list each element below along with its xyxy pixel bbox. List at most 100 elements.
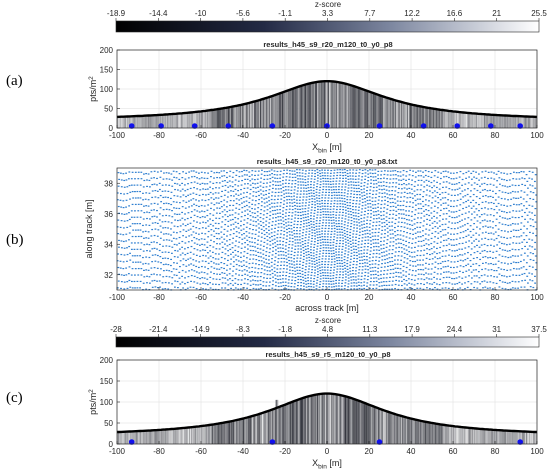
scatter-point xyxy=(310,288,313,291)
scatter-point xyxy=(419,236,422,238)
scatter-point xyxy=(481,189,484,191)
scatter-point xyxy=(506,269,509,271)
scatter-point xyxy=(361,262,364,265)
scatter-point xyxy=(327,197,330,199)
scatter-point xyxy=(349,199,352,201)
scatter-point xyxy=(458,270,461,272)
scatter-point xyxy=(271,210,274,212)
scatter-point xyxy=(410,188,413,190)
scatter-point xyxy=(271,272,274,275)
scatter-point xyxy=(271,258,273,260)
scatter-point xyxy=(266,266,269,268)
scatter-point xyxy=(240,188,242,191)
scatter-point xyxy=(266,273,269,276)
scatter-point xyxy=(179,265,181,268)
histogram-bar xyxy=(527,116,528,128)
chart-b: results_h45_s9_r20_m120_t0_y0_p8.txt -10… xyxy=(84,157,544,313)
scatter-point xyxy=(203,244,206,246)
scatter-point xyxy=(456,249,458,251)
scatter-point xyxy=(439,177,442,180)
histogram-bar xyxy=(218,108,220,128)
histogram-bar xyxy=(422,106,423,128)
histogram-bar xyxy=(362,89,363,128)
scatter-point xyxy=(357,178,360,180)
scatter-point xyxy=(130,178,133,180)
scatter-point xyxy=(336,237,339,239)
scatter-point xyxy=(473,275,476,277)
scatter-point xyxy=(337,220,340,222)
scatter-point xyxy=(248,232,251,234)
scatter-point xyxy=(500,172,503,174)
scatter-point xyxy=(481,250,484,252)
scatter-point xyxy=(154,228,157,230)
scatter-point xyxy=(489,220,491,222)
scatter-point xyxy=(315,188,318,191)
histogram-bar xyxy=(388,98,390,128)
scatter-point xyxy=(370,182,372,184)
scatter-point xyxy=(296,172,299,174)
histogram-bar xyxy=(455,111,456,128)
scatter-point xyxy=(470,242,473,244)
scatter-point xyxy=(307,251,310,253)
scatter-point xyxy=(381,255,384,257)
scatter-point xyxy=(246,252,249,255)
chart-b-title: results_h45_s9_r20_m120_t0_y0_p8.txt xyxy=(257,157,398,166)
scatter-point xyxy=(193,248,196,250)
histogram-bar xyxy=(399,101,401,128)
scatter-point xyxy=(439,278,442,280)
histogram-bar xyxy=(172,113,174,128)
scatter-point xyxy=(336,228,339,230)
histogram-bar xyxy=(189,112,191,128)
scatter-point xyxy=(297,284,299,287)
scatter-point xyxy=(466,286,469,289)
scatter-point xyxy=(338,194,341,196)
scatter-point xyxy=(499,183,501,185)
histogram-bar xyxy=(393,99,394,128)
scatter-point xyxy=(280,219,282,221)
histogram-bar xyxy=(339,82,341,128)
scatter-point xyxy=(218,283,221,286)
scatter-point xyxy=(137,229,140,231)
scatter-point xyxy=(282,240,285,243)
scatter-point xyxy=(481,220,484,222)
scatter-point xyxy=(121,213,123,215)
scatter-point xyxy=(356,255,358,257)
scatter-point xyxy=(271,239,274,241)
scatter-point xyxy=(469,196,472,198)
histogram-bar xyxy=(133,116,134,128)
scatter-point xyxy=(434,225,437,228)
scatter-point xyxy=(216,237,218,240)
scatter-point xyxy=(185,259,187,262)
scatter-point xyxy=(408,210,410,212)
scatter-point xyxy=(187,177,190,179)
scatter-point xyxy=(307,245,309,247)
scatter-point xyxy=(137,261,140,263)
histogram-bar xyxy=(475,113,477,128)
scatter-point xyxy=(243,237,246,239)
histogram-bar xyxy=(523,116,525,128)
scatter-point xyxy=(341,172,344,174)
scatter-point xyxy=(419,287,422,289)
scatter-point xyxy=(299,227,302,229)
scatter-point xyxy=(265,262,268,264)
scatter-point xyxy=(203,183,206,185)
scatter-point xyxy=(301,169,304,171)
scatter-point xyxy=(336,203,339,205)
scatter-point xyxy=(332,213,335,216)
histogram-bar xyxy=(450,111,452,128)
scatter-point xyxy=(327,216,330,219)
scatter-point xyxy=(428,195,431,197)
scatter-point xyxy=(403,222,406,224)
histogram-bar xyxy=(517,116,519,128)
scatter-point xyxy=(156,216,158,218)
scatter-point xyxy=(259,279,262,282)
scatter-point xyxy=(316,234,319,236)
histogram-bar xyxy=(194,112,195,128)
scatter-point xyxy=(434,170,437,172)
scatter-point xyxy=(227,254,230,257)
scatter-point xyxy=(329,181,332,183)
scatter-point xyxy=(338,222,340,225)
scatter-point xyxy=(425,272,427,274)
scatter-point xyxy=(143,244,146,246)
scatter-point xyxy=(433,276,435,279)
